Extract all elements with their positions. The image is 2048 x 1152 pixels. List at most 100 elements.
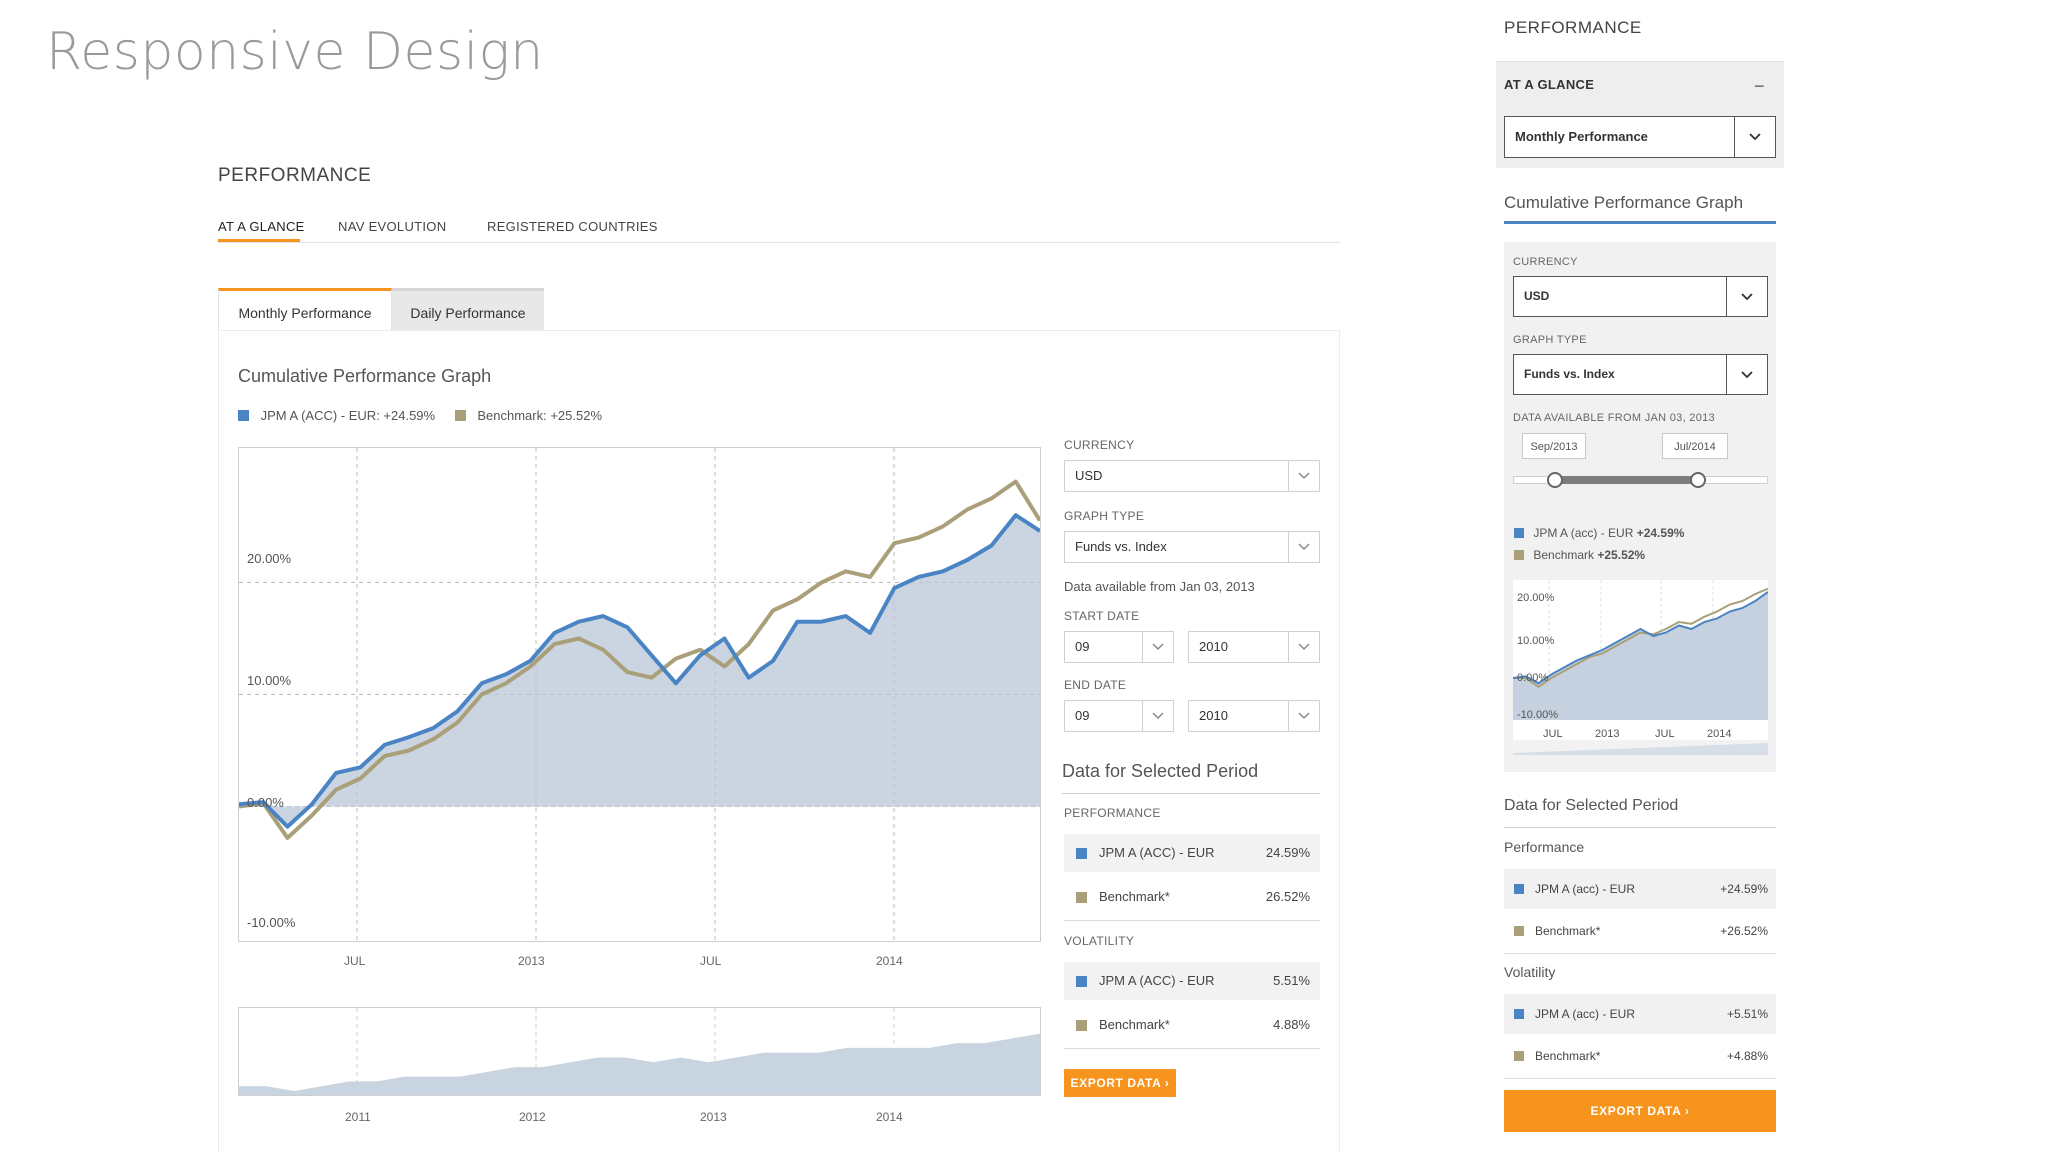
chevron-down-icon — [1288, 632, 1319, 662]
nav-x-tick-2014: 2014 — [876, 1110, 903, 1124]
mobile-export-data-button[interactable]: EXPORT DATA › — [1504, 1090, 1776, 1132]
start-year-select[interactable]: 2010 — [1188, 631, 1320, 663]
mobile-y-tick-10: 10.00% — [1517, 635, 1555, 647]
mobile-vol-benchmark-value: +4.88% — [1726, 1049, 1768, 1063]
vol-benchmark-name: Benchmark* — [1099, 1017, 1170, 1032]
graph-type-select[interactable]: Funds vs. Index — [1064, 531, 1320, 563]
mobile-accordion-label[interactable]: AT A GLANCE — [1504, 77, 1595, 92]
x-tick-jul-2: JUL — [700, 954, 722, 968]
vol-fund-value: 5.51% — [1273, 973, 1310, 988]
mobile-vol-benchmark-name: Benchmark* — [1535, 1049, 1601, 1063]
mobile-y-tick-minus-10: -10.00% — [1517, 709, 1558, 721]
range-navigator-chart[interactable] — [238, 1007, 1041, 1096]
mobile-x-tick-jul-2: JUL — [1655, 728, 1675, 740]
start-month-select[interactable]: 09 — [1064, 631, 1174, 663]
start-year-value: 2010 — [1199, 639, 1228, 654]
main-chart-svg — [239, 448, 1040, 941]
subtab-daily-performance[interactable]: Daily Performance — [392, 288, 544, 330]
mobile-perf-row-fund: JPM A (acc) - EUR +24.59% — [1504, 869, 1776, 909]
mobile-navigator-area — [1513, 743, 1768, 755]
navigator-chart-svg — [239, 1008, 1040, 1095]
x-tick-2013: 2013 — [518, 954, 545, 968]
mobile-graph-title-underline — [1504, 221, 1776, 224]
mobile-graph-title: Cumulative Performance Graph — [1504, 193, 1744, 212]
legend-fund-swatch — [238, 410, 249, 421]
mobile-volatility-label: Volatility — [1504, 964, 1556, 980]
mobile-fund-area — [1513, 591, 1768, 720]
perf-benchmark-value: 26.52% — [1265, 889, 1310, 904]
perf-fund-name: JPM A (ACC) - EUR — [1099, 845, 1215, 860]
tab-registered-countries[interactable]: REGISTERED COUNTRIES — [487, 219, 658, 234]
graph-panel — [218, 330, 1340, 1152]
range-slider-end-handle[interactable] — [1690, 472, 1706, 488]
currency-select[interactable]: USD — [1064, 460, 1320, 492]
end-month-select[interactable]: 09 — [1064, 700, 1174, 732]
chevron-down-icon — [1288, 461, 1319, 491]
mobile-currency-label: CURRENCY — [1513, 256, 1578, 268]
nav-x-tick-2012: 2012 — [519, 1110, 546, 1124]
minus-icon[interactable]: − — [1754, 76, 1765, 96]
mobile-performance-label: Performance — [1504, 839, 1585, 855]
mobile-perf-divider — [1504, 953, 1776, 954]
performance-label: PERFORMANCE — [1064, 806, 1161, 820]
volatility-label: VOLATILITY — [1064, 934, 1135, 948]
mobile-header-divider — [1496, 61, 1784, 62]
graph-type-value: Funds vs. Index — [1075, 539, 1167, 554]
nav-x-tick-2013: 2013 — [700, 1110, 727, 1124]
fund-line — [239, 513, 1040, 829]
selected-period-divider — [1062, 793, 1320, 794]
mobile-chart-svg — [1513, 580, 1768, 755]
mobile-view-select[interactable]: Monthly Performance — [1504, 116, 1776, 158]
vol-row-benchmark: Benchmark* 4.88% — [1064, 1006, 1320, 1044]
range-slider-start-handle[interactable] — [1547, 472, 1563, 488]
selected-period-title: Data for Selected Period — [1062, 761, 1259, 781]
chevron-down-icon — [1734, 117, 1775, 157]
mobile-view-value: Monthly Performance — [1515, 129, 1648, 144]
mobile-benchmark-line — [1513, 587, 1768, 689]
mobile-legend-benchmark: Benchmark +25.52% — [1514, 548, 1645, 562]
mobile-perf-fund-value: +24.59% — [1720, 882, 1768, 896]
mobile-data-available: DATA AVAILABLE FROM JAN 03, 2013 — [1513, 412, 1715, 424]
mobile-x-tick-2013: 2013 — [1595, 728, 1620, 740]
mobile-x-tick-2014: 2014 — [1707, 728, 1732, 740]
chevron-down-icon — [1726, 355, 1767, 394]
tab-nav-evolution[interactable]: NAV EVOLUTION — [338, 219, 447, 234]
active-tab-indicator — [218, 239, 300, 242]
mobile-chart[interactable]: 20.00% 10.00% 0.00% -10.00% JUL 2013 JUL… — [1513, 580, 1768, 755]
mobile-currency-value: USD — [1524, 289, 1550, 303]
mobile-currency-select[interactable]: USD — [1513, 276, 1768, 317]
mobile-perf-row-benchmark: Benchmark* +26.52% — [1504, 911, 1776, 951]
vol-fund-name: JPM A (ACC) - EUR — [1099, 973, 1215, 988]
vol-row-fund: JPM A (ACC) - EUR 5.51% — [1064, 962, 1320, 1000]
currency-label: CURRENCY — [1064, 438, 1135, 452]
chevron-down-icon — [1142, 632, 1173, 662]
graph-type-label: GRAPH TYPE — [1064, 509, 1145, 523]
mobile-y-tick-0: 0.00% — [1517, 672, 1549, 684]
main-chart[interactable]: 20.00% 10.00% 0.00% -10.00% — [238, 447, 1041, 942]
tab-at-a-glance[interactable]: AT A GLANCE — [218, 219, 305, 234]
legend-benchmark-swatch — [454, 410, 466, 421]
slider-start-tooltip: Sep/2013 — [1522, 433, 1586, 459]
benchmark-swatch — [1514, 1051, 1524, 1061]
mobile-x-tick-jul-1: JUL — [1543, 728, 1563, 740]
mobile-fund-line — [1513, 591, 1768, 685]
mobile-perf-benchmark-name: Benchmark* — [1535, 924, 1601, 938]
end-month-value: 09 — [1075, 708, 1090, 723]
export-data-button[interactable]: EXPORT DATA › — [1064, 1069, 1176, 1097]
mobile-legend-fund-label: JPM A (acc) - EUR — [1533, 526, 1637, 540]
data-available-note: Data available from Jan 03, 2013 — [1064, 579, 1255, 594]
end-year-value: 2010 — [1199, 708, 1228, 723]
fund-swatch — [1514, 1009, 1524, 1019]
fund-swatch — [1076, 976, 1087, 987]
chevron-down-icon — [1288, 532, 1319, 562]
subtab-monthly-performance[interactable]: Monthly Performance — [218, 288, 392, 330]
benchmark-swatch — [1076, 1020, 1087, 1031]
mobile-graph-type-select[interactable]: Funds vs. Index — [1513, 354, 1768, 395]
perf-divider — [1064, 920, 1320, 921]
y-tick-10: 10.00% — [247, 673, 292, 688]
mobile-selected-period-divider — [1504, 827, 1776, 828]
benchmark-swatch — [1514, 550, 1524, 560]
start-date-label: START DATE — [1064, 609, 1140, 623]
graph-legend: JPM A (ACC) - EUR: +24.59% Benchmark: +2… — [238, 408, 602, 423]
end-year-select[interactable]: 2010 — [1188, 700, 1320, 732]
